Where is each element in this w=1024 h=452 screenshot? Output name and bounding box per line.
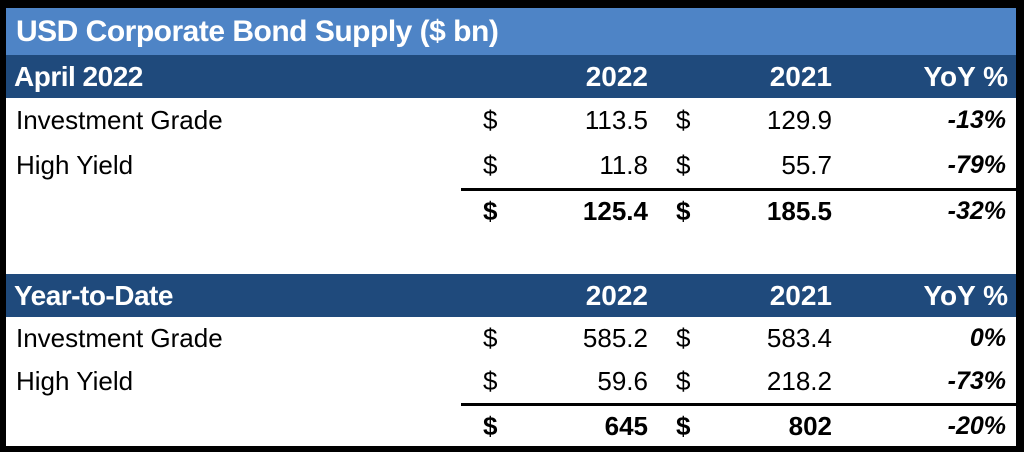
total-2022: 125.4 (511, 188, 654, 232)
col-header-yoy: YoY % (923, 60, 1008, 92)
section-title: April 2022 (14, 60, 143, 92)
col-header-2021: 2021 (769, 279, 832, 311)
total-label-empty (6, 403, 461, 446)
total-2022: 645 (511, 403, 654, 446)
currency-symbol: $ (483, 149, 498, 180)
row-label: High Yield (16, 149, 134, 180)
total-row: $ 125.4 $ 185.5 -32% (6, 188, 1016, 232)
total-yoy: -20% (838, 403, 1016, 446)
value-2021: 129.9 (766, 104, 832, 135)
total-2021: 185.5 (706, 188, 838, 232)
bond-supply-table: USD Corporate Bond Supply ($ bn) April 2… (6, 8, 1016, 446)
total-row: $ 645 $ 802 -20% (6, 403, 1016, 446)
section-header-april-2022: April 2022 2022 2021 YoY % (6, 55, 1016, 98)
col-header-2022: 2022 (585, 60, 648, 92)
currency-symbol: $ (461, 403, 511, 446)
table-row: High Yield $ 11.8 $ 55.7 -79% (6, 142, 1016, 188)
table-row: Investment Grade $ 585.2 $ 583.4 0% (6, 317, 1016, 360)
currency-symbol: $ (676, 366, 691, 396)
row-label: High Yield (16, 366, 134, 396)
currency-symbol: $ (483, 323, 498, 353)
value-yoy: -73% (947, 367, 1006, 395)
total-yoy: -32% (838, 188, 1016, 232)
table-title: USD Corporate Bond Supply ($ bn) (16, 14, 499, 48)
row-label: Investment Grade (16, 323, 223, 353)
currency-symbol: $ (676, 323, 691, 353)
value-yoy: -79% (947, 150, 1006, 179)
value-2022: 113.5 (584, 104, 648, 135)
col-header-2022: 2022 (585, 279, 648, 311)
col-header-yoy: YoY % (923, 279, 1008, 311)
currency-symbol: $ (676, 104, 691, 135)
value-2021: 55.7 (781, 149, 832, 180)
section-header-year-to-date: Year-to-Date 2022 2021 YoY % (6, 274, 1016, 317)
section-title: Year-to-Date (14, 279, 173, 311)
table-row: Investment Grade $ 113.5 $ 129.9 -13% (6, 98, 1016, 142)
value-2022: 11.8 (599, 149, 648, 180)
total-2021: 802 (706, 403, 838, 446)
currency-symbol: $ (483, 104, 498, 135)
col-header-2021: 2021 (769, 60, 832, 92)
value-2022: 585.2 (582, 323, 648, 353)
currency-symbol: $ (676, 149, 691, 180)
value-yoy: 0% (969, 324, 1006, 352)
currency-symbol: $ (654, 403, 706, 446)
row-label: Investment Grade (16, 104, 223, 135)
title-bar: USD Corporate Bond Supply ($ bn) (6, 8, 1016, 55)
value-2021: 583.4 (766, 323, 832, 353)
currency-symbol: $ (654, 188, 706, 232)
value-2021: 218.2 (766, 366, 832, 396)
currency-symbol: $ (483, 366, 498, 396)
currency-symbol: $ (461, 188, 511, 232)
value-2022: 59.6 (597, 366, 648, 396)
value-yoy: -13% (947, 105, 1006, 134)
table-row: High Yield $ 59.6 $ 218.2 -73% (6, 360, 1016, 403)
section-gap (6, 232, 1016, 274)
total-label-empty (6, 188, 461, 232)
